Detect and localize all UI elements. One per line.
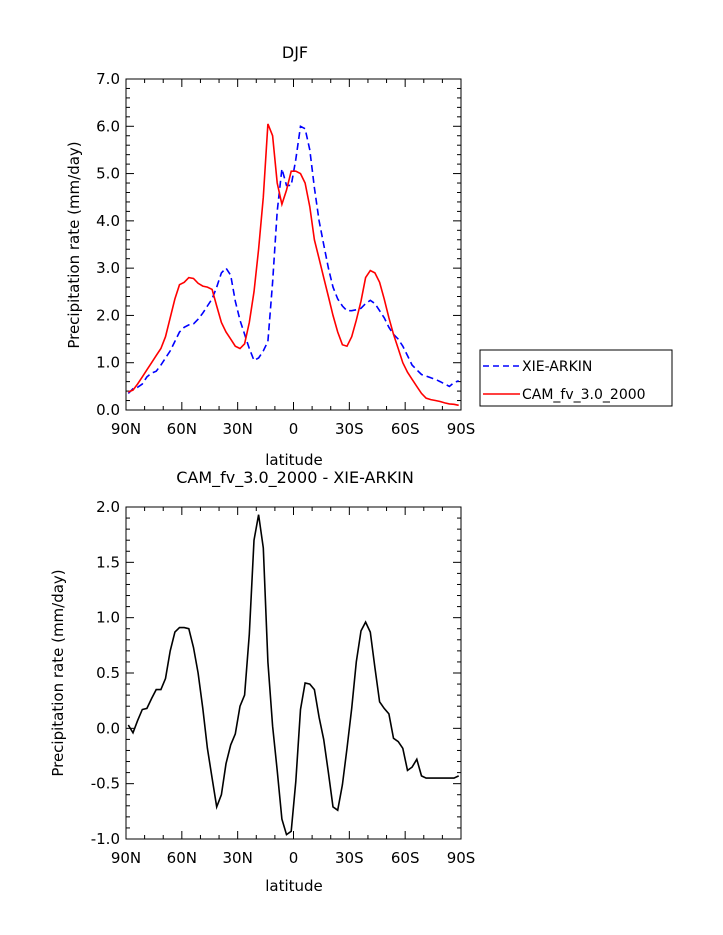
top-y-axis-title: Precipitation rate (mm/day): [65, 141, 83, 348]
bottom-y-axis-title: Precipitation rate (mm/day): [49, 569, 67, 776]
top-chart-title: DJF: [282, 43, 308, 62]
x-tick-label: 90N: [111, 420, 141, 438]
bottom-chart-lines: [127, 514, 460, 836]
y-tick-label: -1.0: [91, 830, 120, 848]
legend: XIE-ARKIN CAM_fv_3.0_2000: [479, 349, 673, 407]
top-plot-frame: [125, 78, 462, 411]
top-chart: DJF latitude Precipitation rate (mm/day)…: [65, 43, 673, 469]
top-chart-ticks: 90N 60N 30N 0 30S 60S 90S 0.0 1.0 2.0 3.0 4.0 5.0 6.0…: [96, 70, 475, 438]
y-tick-label: 0.0: [96, 401, 120, 419]
x-tick-label: 0: [289, 849, 299, 867]
y-tick-label: 4.0: [96, 212, 120, 230]
legend-label-xie-arkin: XIE-ARKIN: [522, 359, 592, 375]
y-tick-label: 7.0: [96, 70, 120, 88]
x-tick-label: 90S: [447, 849, 476, 867]
cam-line: [128, 123, 459, 407]
legend-box: [479, 349, 673, 407]
top-x-axis-title: latitude: [265, 451, 323, 469]
x-tick-label: 60S: [391, 420, 420, 438]
y-tick-label: 3.0: [96, 259, 120, 277]
bottom-plot-frame: [125, 506, 462, 840]
x-tick-label: 30N: [223, 420, 253, 438]
y-tick-label: 0.0: [96, 719, 120, 737]
bottom-chart-title: CAM_fv_3.0_2000 - XIE-ARKIN: [176, 468, 414, 488]
difference-line: [127, 514, 460, 836]
x-tick-label: 60N: [167, 849, 197, 867]
y-tick-label: 1.0: [96, 354, 120, 372]
y-tick-label: 2.0: [96, 498, 120, 516]
x-tick-label: 60N: [167, 420, 197, 438]
y-tick-label: 6.0: [96, 117, 120, 135]
y-tick-label: 1.0: [96, 609, 120, 627]
y-tick-label: 2.0: [96, 306, 120, 324]
x-tick-label: 0: [289, 420, 299, 438]
bottom-x-axis-title: latitude: [265, 877, 323, 895]
bottom-chart-ticks: 90N 60N 30N 0 30S 60S 90S -1.0 -0.5 0.0 0.5 1.0 1.5 2…: [91, 498, 476, 867]
x-tick-label: 30S: [335, 849, 364, 867]
bottom-chart: CAM_fv_3.0_2000 - XIE-ARKIN latitude Pre…: [49, 468, 475, 895]
x-tick-label: 30N: [223, 849, 253, 867]
x-tick-label: 60S: [391, 849, 420, 867]
x-tick-label: 90N: [111, 849, 141, 867]
top-chart-lines: [127, 123, 459, 407]
x-tick-label: 90S: [447, 420, 476, 438]
y-tick-label: 5.0: [96, 165, 120, 183]
x-tick-label: 30S: [335, 420, 364, 438]
xie-arkin-line: [127, 125, 459, 394]
y-tick-label: 0.5: [96, 664, 120, 682]
legend-label-cam: CAM_fv_3.0_2000: [522, 387, 646, 403]
y-tick-label: -0.5: [91, 775, 120, 793]
y-tick-label: 1.5: [96, 553, 120, 571]
